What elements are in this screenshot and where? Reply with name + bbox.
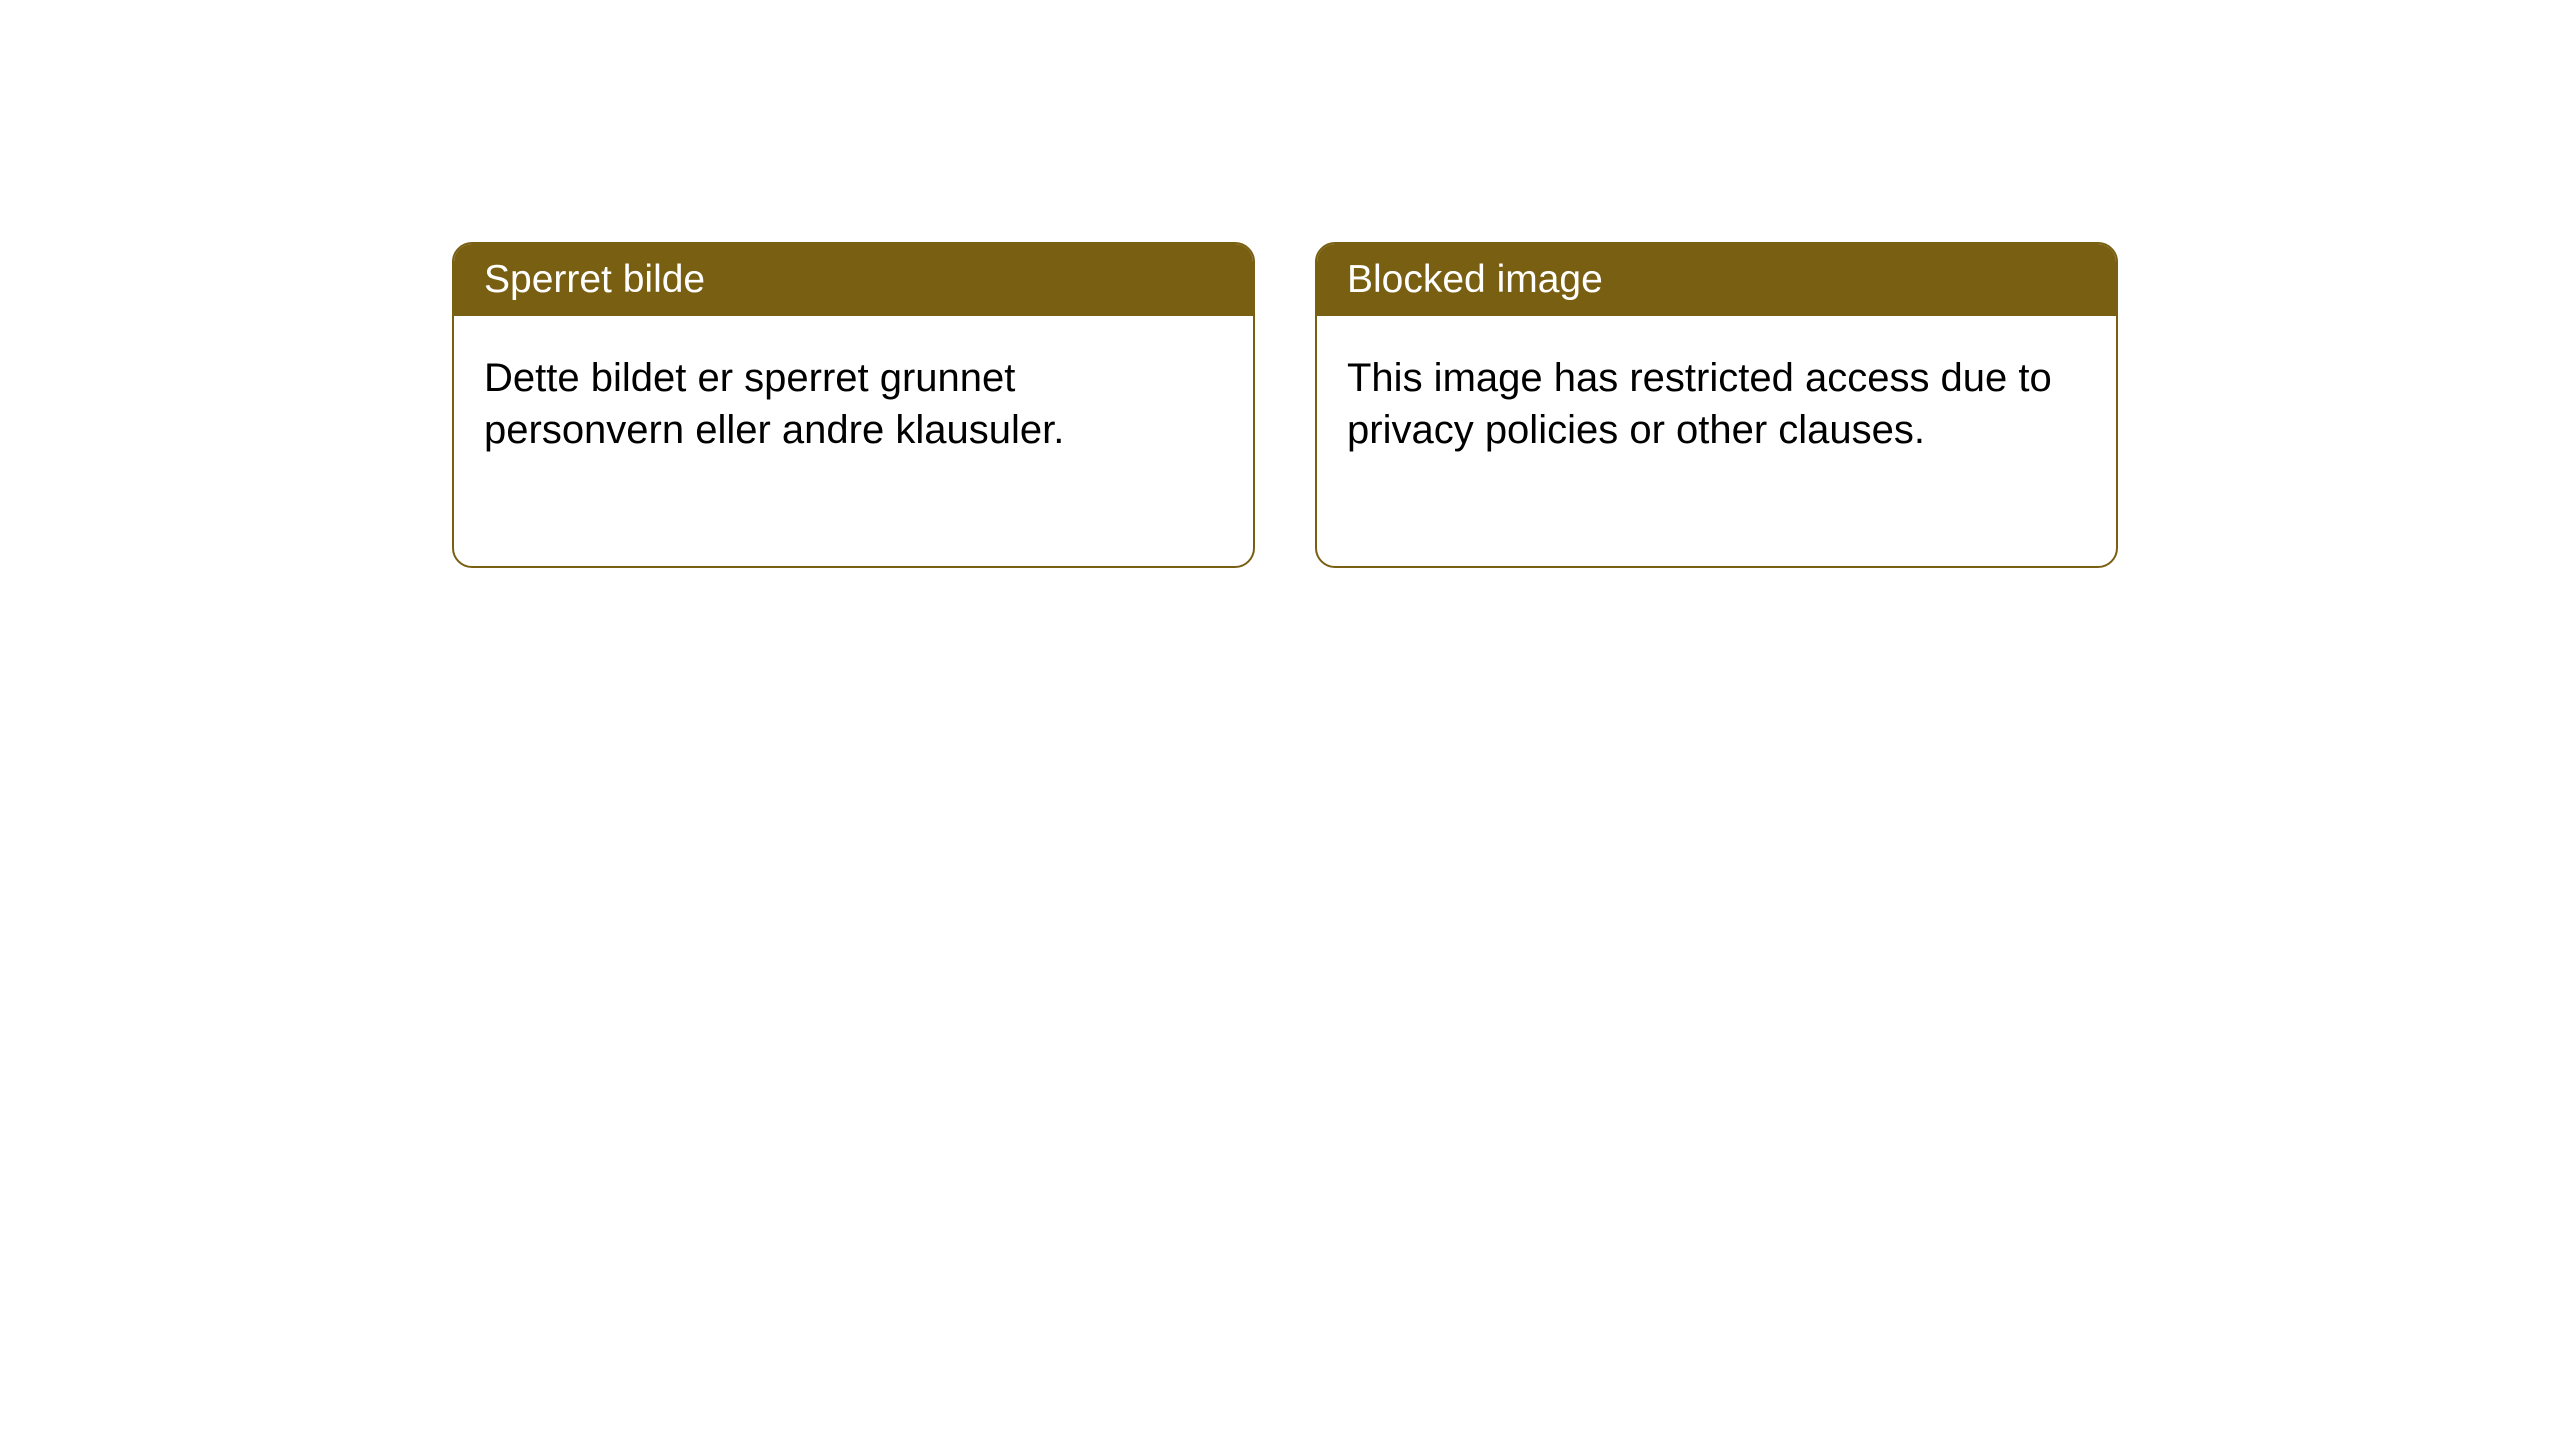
notice-card-title: Sperret bilde <box>454 244 1253 316</box>
notice-card-text: Dette bildet er sperret grunnet personve… <box>484 352 1223 456</box>
notice-card-text: This image has restricted access due to … <box>1347 352 2086 456</box>
notice-card-title: Blocked image <box>1317 244 2116 316</box>
notice-card-body: Dette bildet er sperret grunnet personve… <box>454 316 1253 566</box>
notice-card-english: Blocked image This image has restricted … <box>1315 242 2118 568</box>
notice-card-body: This image has restricted access due to … <box>1317 316 2116 566</box>
notice-card-row: Sperret bilde Dette bildet er sperret gr… <box>452 242 2118 568</box>
notice-card-norwegian: Sperret bilde Dette bildet er sperret gr… <box>452 242 1255 568</box>
